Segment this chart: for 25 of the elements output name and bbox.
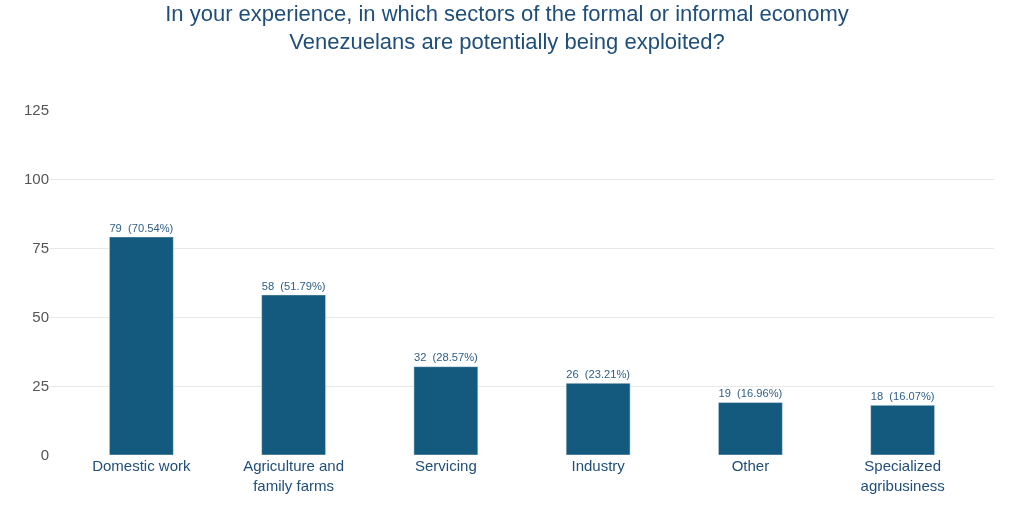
y-tick-label: 50 — [32, 308, 49, 326]
y-tick-label: 25 — [32, 377, 49, 395]
x-tick-label: Industry — [571, 457, 626, 474]
data-label: 79 (70.54%) — [109, 221, 174, 234]
x-tick-label: Agriculture and family farms — [243, 457, 345, 494]
x-tick-label: Servicing — [415, 457, 477, 474]
x-tick-label: Specialized agribusiness — [860, 457, 945, 494]
bar — [109, 236, 174, 455]
bar — [718, 402, 783, 455]
bar — [413, 366, 479, 455]
y-tick-label: 125 — [23, 101, 49, 119]
bar — [261, 294, 326, 455]
bar — [565, 382, 631, 455]
y-tick-label: 100 — [23, 170, 49, 188]
x-tick-label: Domestic work — [92, 457, 192, 474]
x-tick-label: Other — [731, 457, 770, 474]
bar — [870, 405, 935, 455]
y-tick-label: 0 — [40, 446, 49, 464]
data-label: 19 (16.96%) — [718, 387, 783, 400]
data-label: 26 (23.21%) — [566, 367, 631, 380]
chart-title: In your experience, in which sectors of the formal or informal economy Venezuelans are potentially being exploited? — [165, 0, 849, 55]
data-label: 58 (51.79%) — [261, 279, 326, 292]
y-tick-label: 75 — [32, 239, 49, 257]
data-label: 18 (16.07%) — [870, 389, 935, 402]
data-label: 32 (28.57%) — [413, 351, 479, 364]
